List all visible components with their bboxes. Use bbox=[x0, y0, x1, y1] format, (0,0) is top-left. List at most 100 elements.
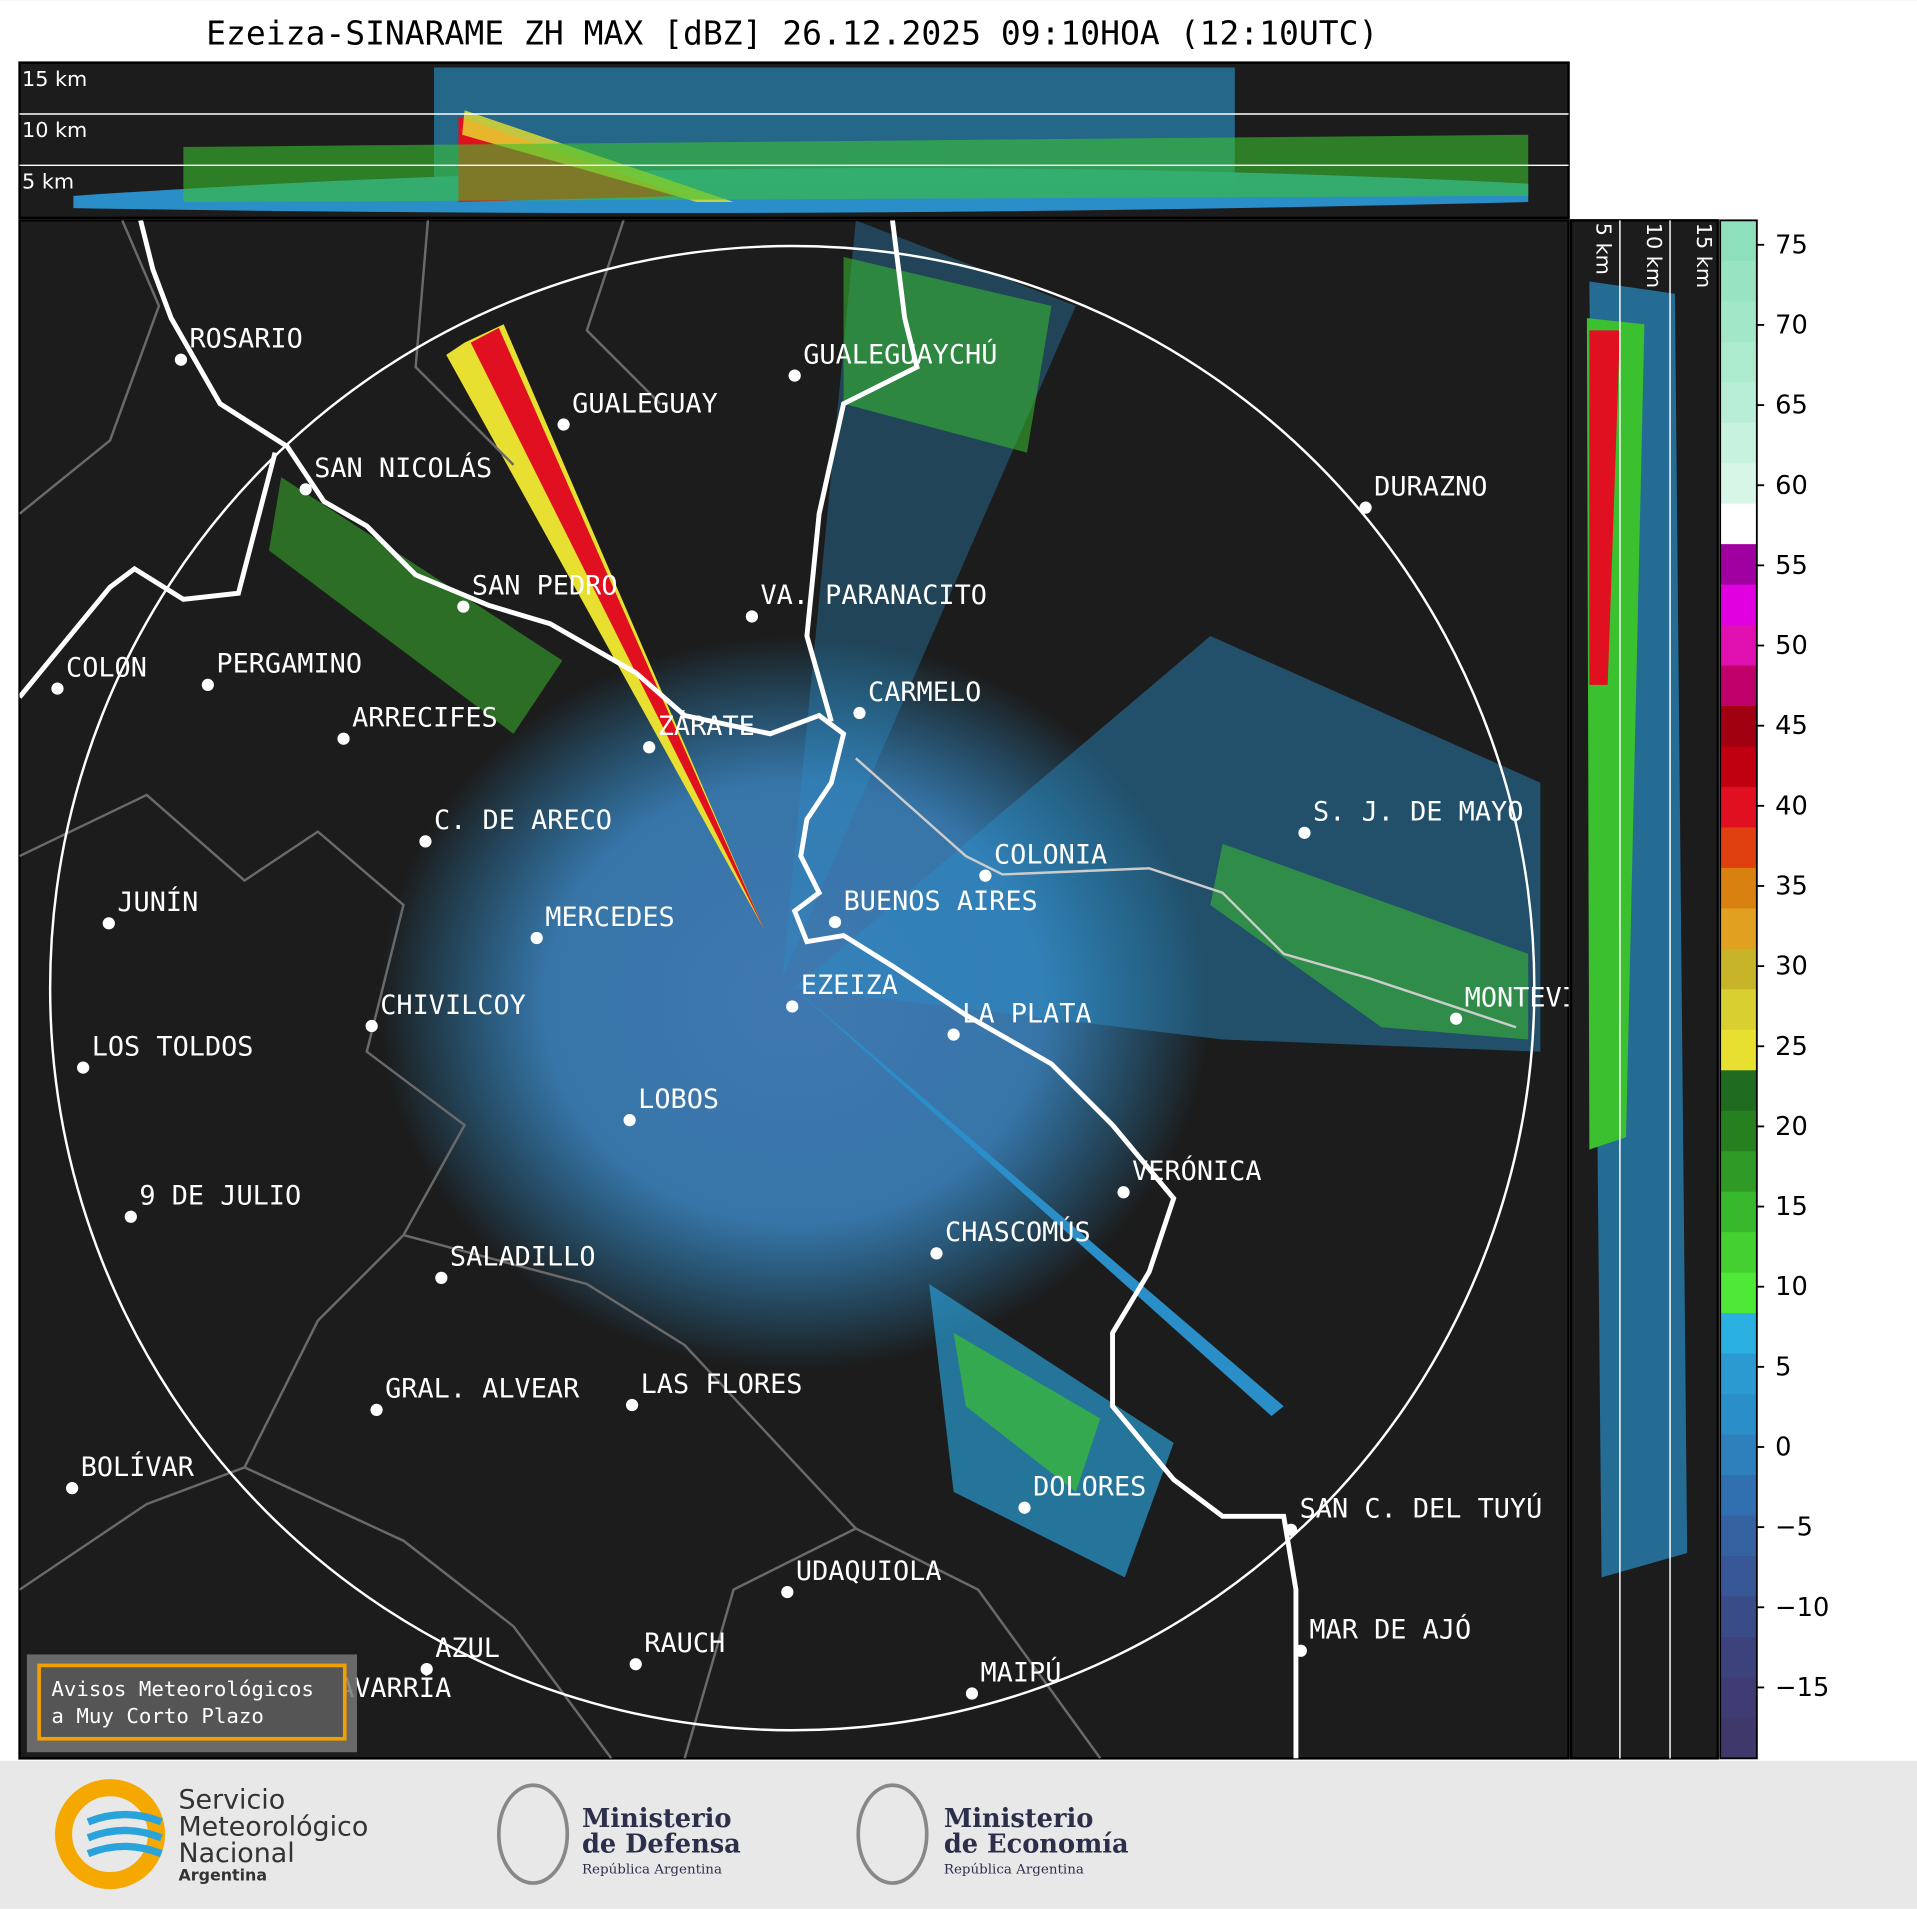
height-label: 10 km bbox=[22, 118, 87, 142]
logo-mark bbox=[496, 1783, 570, 1885]
radar-echo bbox=[446, 324, 765, 930]
colorbar-band bbox=[1720, 1110, 1757, 1152]
city-label: PERGAMINO bbox=[216, 649, 362, 680]
logo-text: Nacional bbox=[178, 1838, 294, 1869]
city-label: MONTEVIDEO bbox=[1465, 982, 1627, 1013]
city-label: MERCEDES bbox=[545, 902, 674, 933]
city-label: COLONIA bbox=[994, 839, 1107, 870]
city-dot bbox=[419, 835, 432, 848]
radar-echo bbox=[794, 988, 1284, 1417]
logo-text: de Defensa bbox=[582, 1829, 741, 1859]
city-label: VERÓNICA bbox=[1132, 1155, 1261, 1187]
colorbar-tick-label: 25 bbox=[1775, 1032, 1808, 1062]
logo-text: Ministerio bbox=[944, 1804, 1094, 1834]
colorbar-band bbox=[1720, 1596, 1757, 1638]
colorbar-band bbox=[1720, 1677, 1757, 1719]
city-dot bbox=[623, 1114, 636, 1127]
city-dot bbox=[51, 682, 64, 695]
colorbar-band bbox=[1720, 1475, 1757, 1517]
city-label: AZUL bbox=[435, 1633, 500, 1664]
logo-text: República Argentina bbox=[944, 1862, 1084, 1877]
city-dot bbox=[1018, 1501, 1031, 1514]
city-dot bbox=[557, 418, 570, 431]
city-label: MAIPÚ bbox=[981, 1656, 1062, 1688]
colorbar-tick-label: 5 bbox=[1775, 1352, 1791, 1382]
city-dot bbox=[745, 610, 758, 623]
height-label: 5 km bbox=[1592, 223, 1616, 275]
notice-text: a Muy Corto Plazo bbox=[51, 1704, 264, 1728]
colorbar-tick-label: 55 bbox=[1775, 551, 1808, 581]
notice-text: Avisos Meteorológicos bbox=[51, 1677, 314, 1701]
colorbar-tick-label: 0 bbox=[1775, 1433, 1791, 1463]
logo-text: de Economía bbox=[944, 1829, 1129, 1859]
colorbar-band bbox=[1720, 382, 1757, 424]
city-dot bbox=[530, 931, 543, 945]
colorbar-band bbox=[1720, 260, 1757, 302]
economia-logo: Ministerio de Economía República Argenti… bbox=[856, 1783, 1129, 1885]
city-dot bbox=[365, 1019, 378, 1033]
city-dot bbox=[643, 741, 656, 754]
smn-logo: Servicio Meteorológico Nacional Argentin… bbox=[55, 1779, 368, 1890]
city-dot bbox=[174, 353, 188, 366]
logo-text: Servicio bbox=[178, 1784, 285, 1815]
range-ring bbox=[48, 244, 1536, 1732]
city-label: DURAZNO bbox=[1374, 471, 1487, 502]
colorbar-band bbox=[1720, 867, 1757, 910]
height-label: 15 km bbox=[22, 67, 87, 91]
city-label: ZÁRATE bbox=[658, 710, 755, 742]
city-label: LOBOS bbox=[638, 1084, 719, 1115]
colorbar-band bbox=[1720, 1029, 1757, 1071]
logo-text: Meteorológico bbox=[178, 1811, 368, 1842]
city-label: DOLORES bbox=[1033, 1471, 1146, 1502]
colorbar-tick-label: 20 bbox=[1775, 1112, 1808, 1142]
colorbar-band bbox=[1720, 989, 1757, 1031]
city-label: RAUCH bbox=[644, 1628, 725, 1659]
city-label: SAN NICOLÁS bbox=[314, 452, 492, 484]
height-label: 10 km bbox=[1642, 223, 1666, 288]
colorbar-band bbox=[1720, 503, 1757, 545]
colorbar-band bbox=[1720, 1636, 1757, 1679]
radar-echo bbox=[1210, 843, 1529, 1040]
city-dot bbox=[1449, 1012, 1463, 1025]
colorbar-tick-label: 70 bbox=[1775, 310, 1808, 340]
colorbar-frame bbox=[1719, 219, 1758, 1760]
colorbar-band bbox=[1720, 665, 1757, 707]
city-dot bbox=[299, 483, 312, 496]
city-label: CHIVILCOY bbox=[380, 990, 526, 1021]
city-label: UDAQUIOLA bbox=[796, 1556, 942, 1587]
city-dot bbox=[947, 1028, 960, 1041]
city-label: 9 DE JULIO bbox=[139, 1181, 301, 1212]
radar-echo bbox=[843, 257, 1052, 453]
city-dot bbox=[435, 1271, 448, 1284]
colorbar-band bbox=[1720, 1353, 1757, 1395]
city-label: ROSARIO bbox=[189, 323, 302, 354]
city-dot bbox=[786, 1000, 799, 1013]
notice-button[interactable] bbox=[37, 1663, 347, 1741]
colorbar-tick-label: 10 bbox=[1775, 1272, 1808, 1302]
city-label: GUALEGUAYCHÚ bbox=[803, 338, 997, 370]
top-echo bbox=[183, 134, 1529, 203]
logo-text: República Argentina bbox=[582, 1862, 722, 1877]
height-label: 5 km bbox=[22, 170, 74, 194]
colorbar-band bbox=[1720, 746, 1757, 788]
colorbar-band bbox=[1720, 1717, 1757, 1759]
city-label: LA PLATA bbox=[962, 998, 1091, 1029]
colorbar-band bbox=[1720, 341, 1757, 383]
colorbar-band bbox=[1720, 422, 1757, 464]
city-label: GUALEGUAY bbox=[572, 388, 718, 419]
colorbar-band bbox=[1720, 1434, 1757, 1476]
city-dot bbox=[370, 1403, 383, 1417]
city-dot bbox=[457, 600, 470, 613]
city-label: C. DE ARECO bbox=[434, 805, 612, 836]
city-dot bbox=[853, 706, 866, 720]
city-label: CARMELO bbox=[868, 677, 981, 708]
boundaries bbox=[19, 220, 1102, 1759]
city-label: SAN C. DEL TUYÚ bbox=[1300, 1492, 1543, 1524]
city-label: S. J. DE MAYO bbox=[1313, 797, 1523, 828]
colorbar-tick-label: 45 bbox=[1775, 711, 1808, 741]
height-label: 15 km bbox=[1692, 223, 1716, 288]
city-dot bbox=[788, 369, 801, 382]
colorbar-band bbox=[1720, 948, 1757, 990]
